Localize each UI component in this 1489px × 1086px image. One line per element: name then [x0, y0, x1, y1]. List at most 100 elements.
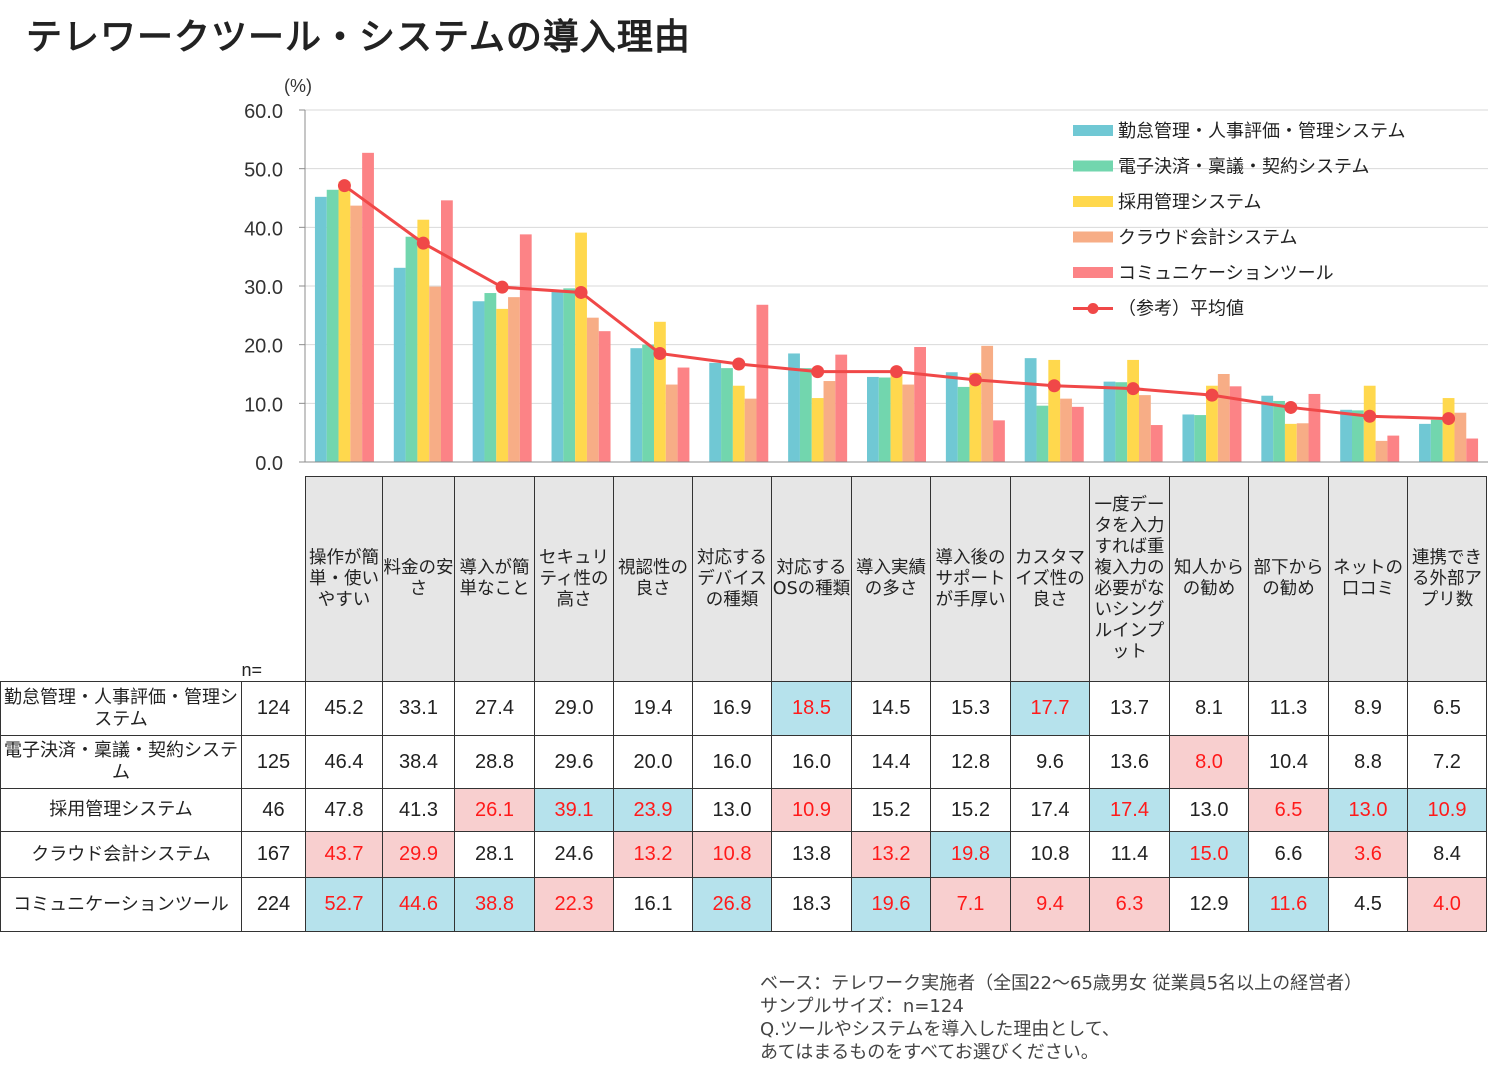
value-cell: 28.1: [454, 831, 535, 878]
average-point: [968, 373, 982, 387]
value-cell: 6.5: [1248, 788, 1329, 832]
n-cell: 167: [241, 831, 306, 878]
bar: [1466, 438, 1479, 462]
bar: [1273, 400, 1285, 462]
bar: [441, 200, 453, 462]
value-cell: 29.0: [534, 681, 614, 736]
bar: [1442, 398, 1455, 462]
value-cell: 13.7: [1089, 681, 1170, 736]
bar: [575, 232, 587, 462]
bar: [811, 398, 824, 462]
average-point: [653, 346, 667, 360]
bar: [563, 288, 576, 462]
bar: [326, 189, 339, 462]
value-cell: 47.8: [305, 788, 383, 832]
table-body: 勤怠管理・人事評価・管理システム 124 45.2 33.1 27.4 29.0 19.4 1…: [0, 681, 1487, 932]
bar: [1375, 440, 1388, 462]
row-label: 勤怠管理・人事評価・管理システム: [0, 681, 242, 736]
column-header: 導入が簡単なこと: [454, 476, 535, 682]
value-cell: 8.8: [1328, 735, 1408, 789]
value-cell: 11.4: [1089, 831, 1170, 878]
value-cell: 13.2: [851, 831, 931, 878]
average-point: [1047, 379, 1061, 393]
n-header: n=: [241, 476, 306, 682]
legend-swatch: [1073, 196, 1113, 207]
bars: [314, 152, 1479, 463]
y-tick-label: 50.0: [244, 160, 283, 182]
bar: [981, 345, 994, 462]
value-cell: 28.8: [454, 735, 535, 789]
bar-chart: 0.0 10.0 20.0 30.0 40.0 50.0 60.0(%) 勤怠管理・人事評価…: [244, 76, 1488, 475]
row-label: 採用管理システム: [0, 788, 242, 832]
bar: [1182, 414, 1195, 462]
value-cell: 6.5: [1407, 681, 1487, 736]
bar: [709, 362, 722, 462]
legend-swatch: [1073, 231, 1113, 243]
y-tick-label: 60.0: [244, 101, 283, 123]
bar: [642, 344, 654, 462]
value-cell: 6.6: [1248, 831, 1329, 878]
value-cell: 22.3: [534, 877, 614, 932]
bar: [969, 372, 982, 462]
value-cell: 17.4: [1010, 788, 1090, 832]
value-cell: 23.9: [613, 788, 693, 832]
legend-label: 採用管理システム: [1118, 192, 1261, 213]
legend-swatch: [1073, 160, 1113, 172]
value-cell: 17.7: [1010, 681, 1090, 736]
n-cell: 224: [241, 877, 306, 932]
bar: [1048, 359, 1061, 462]
value-cell: 16.9: [692, 681, 772, 736]
value-cell: 12.9: [1169, 877, 1249, 932]
value-cell: 9.4: [1010, 877, 1090, 932]
value-cell: 52.7: [305, 877, 383, 932]
average-point: [1126, 382, 1140, 396]
bar: [362, 152, 374, 462]
bar: [1024, 358, 1037, 462]
average-point: [495, 280, 509, 294]
bar: [1261, 395, 1274, 462]
n-cell: 125: [241, 735, 306, 789]
value-cell: 26.1: [454, 788, 535, 832]
bar: [1284, 423, 1297, 462]
bar: [598, 331, 611, 462]
bar: [1206, 385, 1218, 462]
value-cell: 16.1: [613, 877, 693, 932]
column-header: 対応するデバイスの種類: [692, 476, 772, 682]
bar: [429, 286, 441, 462]
value-cell: 11.3: [1248, 681, 1329, 736]
row-label: コミュニケーションツール: [0, 877, 242, 932]
value-cell: 16.0: [692, 735, 772, 789]
value-cell: 29.9: [382, 831, 455, 878]
bar: [1430, 419, 1443, 462]
value-cell: 45.2: [305, 681, 383, 736]
value-cell: 10.4: [1248, 735, 1329, 789]
value-cell: 38.8: [454, 877, 535, 932]
table-corner: [0, 476, 242, 682]
page-title: テレワークツール・システムの導入理由: [26, 17, 691, 58]
value-cell: 14.4: [851, 735, 931, 789]
bar: [1387, 435, 1400, 462]
average-point: [574, 285, 588, 299]
bar: [630, 348, 643, 462]
value-cell: 14.5: [851, 681, 931, 736]
bar: [586, 317, 599, 462]
column-header: 一度データを入力すれば重複入力の必要がないシングルインプット: [1089, 476, 1170, 682]
value-cell: 13.0: [1169, 788, 1249, 832]
value-cell: 43.7: [305, 831, 383, 878]
value-cell: 46.4: [305, 735, 383, 789]
table-row: 電子決済・稟議・契約システム 125 46.4 38.4 28.8 29.6 20.0 16.…: [0, 735, 1487, 789]
bar: [1363, 385, 1376, 462]
row-label: 電子決済・稟議・契約システム: [0, 735, 242, 789]
value-cell: 44.6: [382, 877, 455, 932]
average-point: [1205, 388, 1219, 402]
column-header: 料金の安さ: [382, 476, 455, 682]
bar: [417, 219, 430, 462]
value-cell: 8.4: [1407, 831, 1487, 878]
value-cell: 15.2: [930, 788, 1011, 832]
bar: [1036, 405, 1049, 462]
value-cell: 13.2: [613, 831, 693, 878]
average-point: [1284, 400, 1298, 414]
bar: [338, 181, 351, 462]
bar: [799, 368, 812, 462]
y-tick-label: 20.0: [244, 336, 283, 358]
